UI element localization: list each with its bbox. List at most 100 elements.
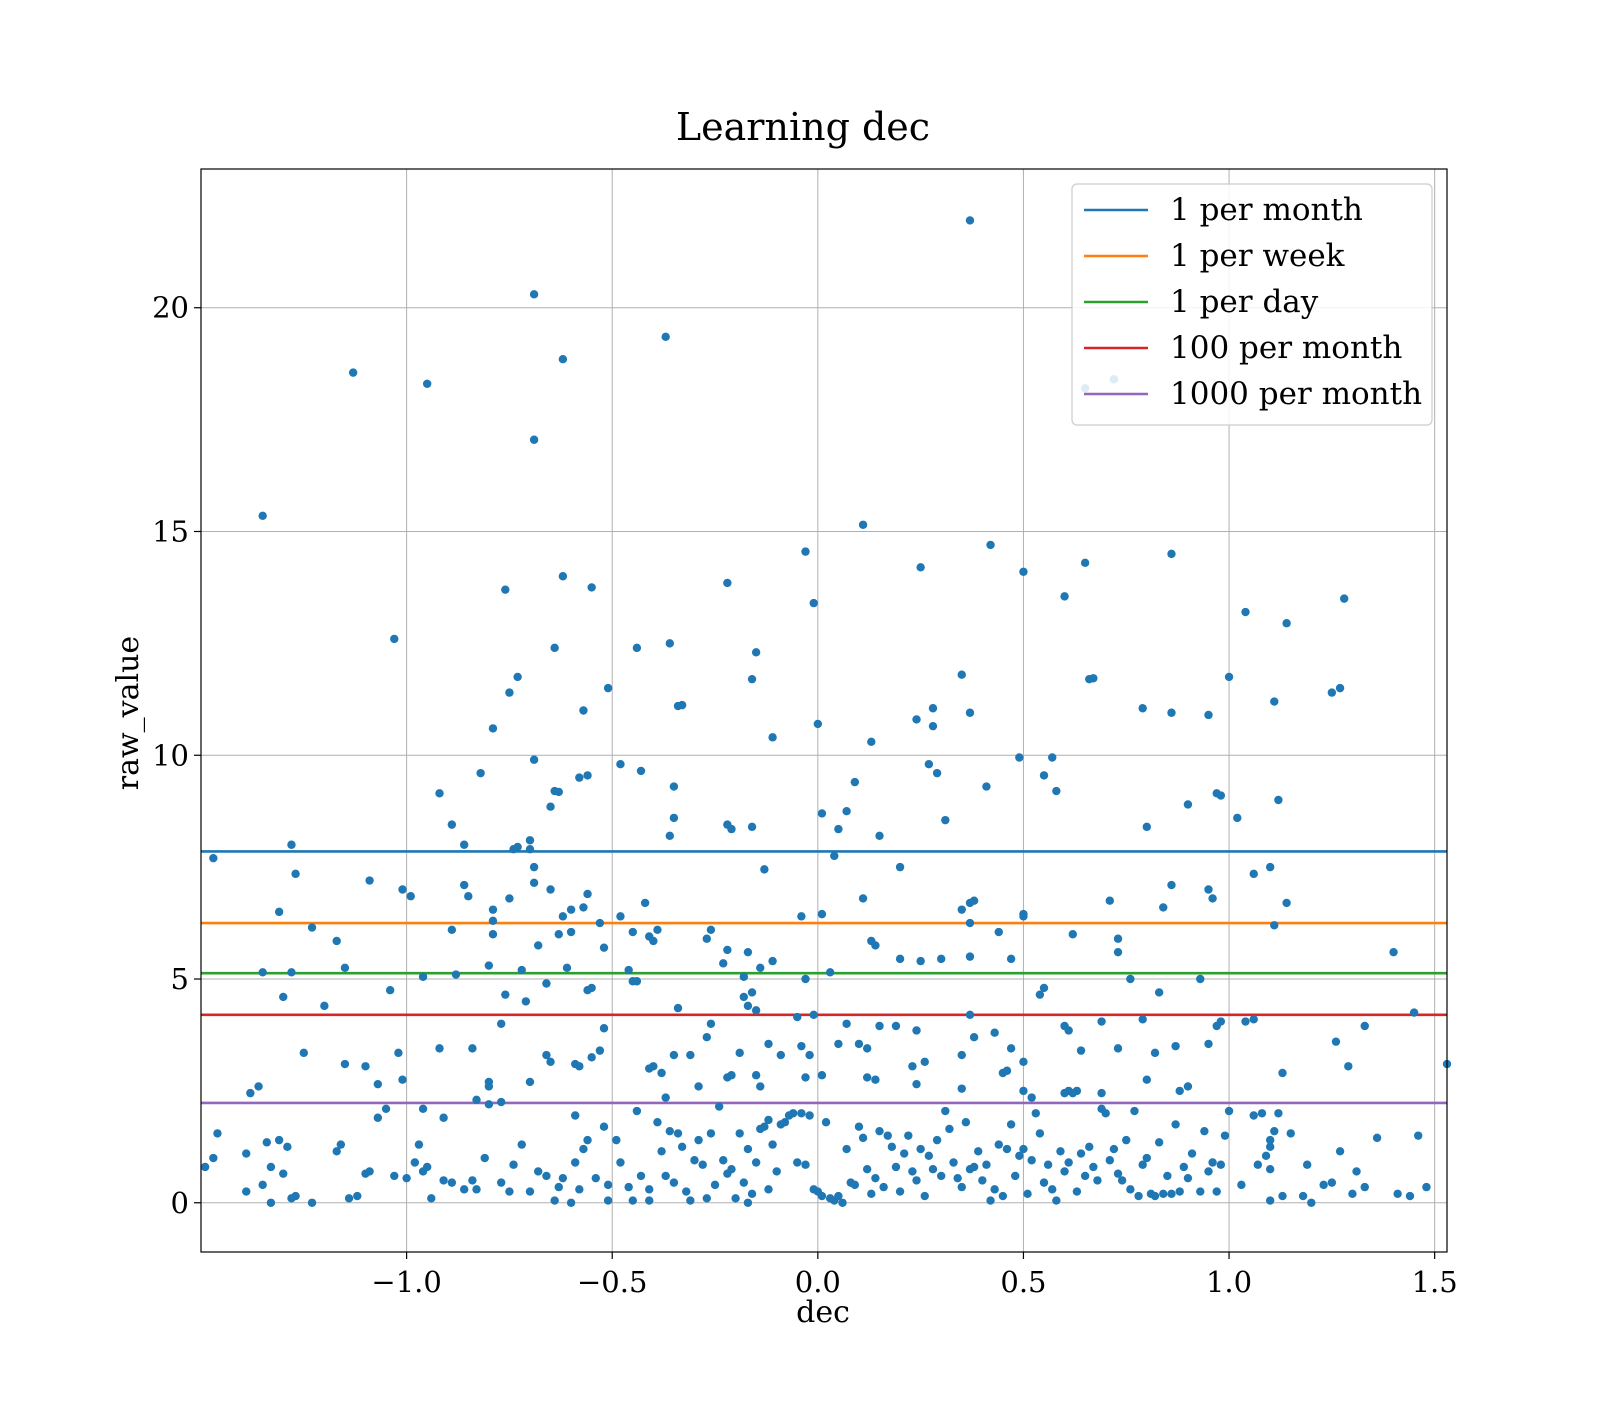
scatter-point (743, 1198, 753, 1207)
scatter-point (1138, 704, 1147, 713)
scatter-point (941, 1106, 950, 1116)
scatter-point (579, 706, 588, 715)
scatter-point (949, 1158, 958, 1167)
scatter-point (1348, 1189, 1357, 1199)
scatter-point (768, 956, 777, 966)
scatter-point (854, 1039, 864, 1049)
scatter-point (488, 930, 498, 939)
scatter-point (854, 1122, 864, 1131)
scatter-point (661, 1171, 670, 1181)
scatter-point (760, 865, 769, 874)
scatter-point (390, 1171, 399, 1181)
scatter-point (1064, 1026, 1073, 1035)
scatter-point (834, 1039, 843, 1049)
scatter-point (928, 1165, 938, 1174)
scatter-point (665, 639, 674, 648)
scatter-point (546, 802, 555, 811)
scatter-point (875, 1021, 884, 1031)
scatter-point (575, 773, 584, 782)
scatter-point (505, 1187, 514, 1196)
scatter-point (1035, 1129, 1045, 1138)
scatter-point (591, 1173, 600, 1183)
scatter-point (1048, 1185, 1057, 1194)
scatter-point (1208, 1158, 1217, 1167)
scatter-point (517, 1140, 526, 1149)
scatter-point (1167, 1189, 1176, 1199)
scatter-point (1282, 619, 1291, 628)
scatter-point (1167, 549, 1176, 559)
scatter-point (546, 885, 555, 894)
scatter-point (496, 1178, 506, 1187)
scatter-point (1080, 558, 1090, 568)
scatter-point (468, 1176, 477, 1185)
scatter-point (764, 1039, 773, 1049)
scatter-point (422, 1162, 432, 1172)
scatter-point (649, 1062, 658, 1071)
scatter-point (862, 1044, 872, 1053)
scatter-point (1006, 1120, 1016, 1129)
scatter-point (1027, 1156, 1036, 1165)
scatter-point (1270, 921, 1279, 930)
scatter-point (965, 918, 975, 928)
scatter-point (603, 683, 613, 693)
scatter-point (727, 1165, 736, 1174)
scatter-point (916, 1144, 925, 1154)
scatter-point (1019, 1086, 1028, 1096)
scatter-point (858, 1133, 868, 1143)
scatter-point (657, 1147, 666, 1156)
scatter-point (390, 634, 399, 644)
scatter-point (542, 1050, 551, 1060)
scatter-point (1105, 896, 1114, 905)
scatter-point (525, 1077, 535, 1087)
scatter-point (1122, 1135, 1131, 1145)
scatter-point (587, 1053, 596, 1062)
scatter-point (1080, 1171, 1090, 1181)
scatter-point (1048, 753, 1057, 762)
scatter-point (990, 1185, 999, 1194)
scatter-point (817, 1191, 827, 1201)
scatter-point (1052, 1196, 1061, 1205)
scatter-point (961, 1118, 971, 1127)
scatter-point (895, 954, 905, 964)
scatter-point (353, 1191, 362, 1201)
scatter-point (336, 1140, 346, 1149)
x-axis-label: dec (796, 1295, 850, 1330)
axis-ticks: −1.0 −0.5 0.0 0.5 1.0 1.5 0 5 10 15 20 (152, 291, 1458, 1299)
scatter-point (266, 1198, 276, 1207)
scatter-point (501, 585, 510, 594)
scatter-point (669, 813, 679, 823)
scatter-point (529, 290, 539, 299)
scatter-point (1253, 1160, 1263, 1169)
scatter-point (969, 1162, 979, 1172)
scatter-point (1113, 1169, 1123, 1178)
scatter-point (1002, 1144, 1012, 1154)
scatter-point (472, 1095, 481, 1105)
scatter-point (307, 923, 317, 932)
scatter-point (1167, 880, 1176, 890)
scatter-point (1023, 1189, 1032, 1199)
reference-lines (201, 850, 1447, 1105)
scatter-point (875, 1126, 884, 1136)
scatter-point (706, 1019, 716, 1028)
scatter-point (1126, 1185, 1135, 1194)
scatter-point (365, 876, 374, 885)
scatter-point (677, 1142, 687, 1152)
x-tick-label: 0.5 (1000, 1265, 1046, 1299)
legend-label: 1000 per month (1170, 376, 1422, 412)
scatter-point (990, 1028, 999, 1037)
scatter-point (1265, 1142, 1275, 1152)
scatter-point (595, 918, 605, 928)
scatter-point (1183, 1082, 1193, 1091)
scatter-point (920, 1191, 929, 1201)
scatter-point (447, 1178, 457, 1187)
scatter-point (340, 963, 350, 973)
scatter-point (1171, 1120, 1180, 1129)
scatter-point (969, 1032, 979, 1042)
scatter-point (266, 1162, 276, 1172)
scatter-point (348, 368, 358, 377)
scatter-point (583, 771, 592, 780)
chart-title: Learning dec (676, 105, 930, 149)
scatter-point (1208, 894, 1217, 903)
scatter-point (1138, 1015, 1147, 1024)
